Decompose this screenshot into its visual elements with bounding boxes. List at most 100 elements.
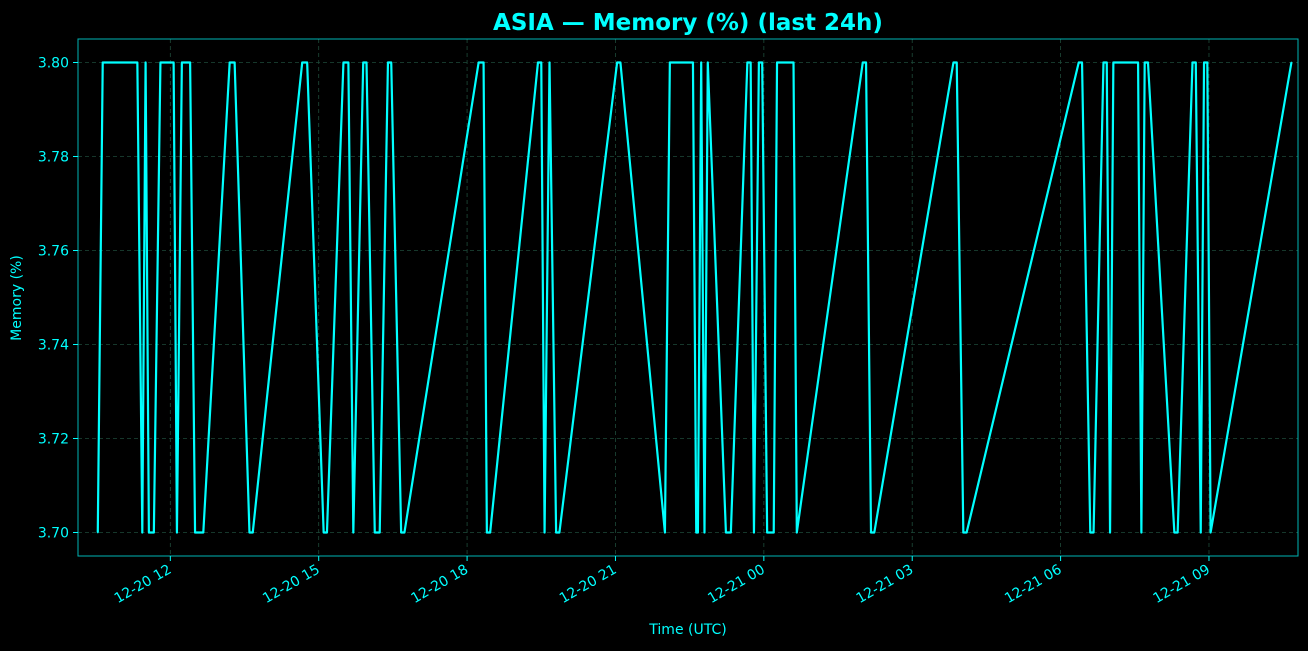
data-point — [176, 531, 178, 534]
data-point — [537, 61, 539, 64]
y-axis-label: Memory (%) — [9, 255, 25, 341]
data-point — [1194, 61, 1197, 64]
data-point — [251, 531, 254, 534]
data-point — [482, 61, 485, 64]
data-point — [965, 531, 968, 534]
data-point — [1143, 61, 1146, 64]
data-point — [306, 61, 309, 64]
data-point — [1092, 531, 1095, 534]
data-point — [347, 61, 350, 64]
data-point — [387, 61, 389, 64]
y-tick-label: 3.72 — [38, 432, 69, 448]
data-point — [1176, 531, 1179, 534]
data-point — [233, 61, 236, 64]
data-point — [301, 61, 304, 64]
plot-area-frame — [77, 38, 1299, 557]
data-point — [159, 61, 162, 64]
data-point — [477, 61, 480, 64]
data-point — [729, 531, 732, 534]
data-point — [761, 61, 764, 64]
grid-lines — [78, 39, 1298, 556]
data-point — [96, 531, 99, 534]
data-point — [194, 531, 196, 534]
data-point — [1105, 61, 1108, 64]
data-point — [147, 531, 150, 534]
data-point — [757, 61, 760, 64]
data-point — [555, 531, 558, 534]
chart-title: ASIA — Memory (%) (last 24h) — [493, 10, 883, 36]
data-point — [668, 61, 671, 64]
data-point — [543, 531, 546, 534]
data-point — [141, 531, 144, 534]
data-point — [962, 531, 965, 534]
data-point — [1081, 61, 1083, 64]
data-point — [189, 61, 192, 64]
data-point — [326, 531, 328, 534]
y-tick-label: 3.80 — [38, 56, 69, 72]
data-point — [1191, 61, 1194, 64]
data-point — [795, 531, 798, 534]
data-point — [1203, 61, 1205, 64]
data-point — [1089, 531, 1092, 534]
data-point — [1206, 61, 1209, 64]
data-point — [776, 61, 778, 64]
data-point — [540, 61, 543, 64]
data-point — [400, 531, 403, 534]
data-point — [352, 531, 355, 534]
data-point — [1147, 61, 1149, 64]
data-point — [180, 61, 183, 64]
data-point — [136, 61, 139, 64]
data-point — [1077, 61, 1080, 64]
data-point — [616, 61, 619, 64]
data-point — [248, 531, 251, 534]
data-point — [664, 531, 666, 534]
data-point — [619, 61, 622, 64]
data-point — [865, 61, 867, 64]
y-tick-label: 3.74 — [38, 338, 69, 354]
data-point — [706, 61, 709, 64]
data-point — [152, 531, 155, 534]
data-point — [870, 531, 872, 534]
x-axis-label: Time (UTC) — [648, 622, 726, 638]
data-point — [692, 61, 694, 64]
data-point — [792, 61, 795, 64]
y-tick-label: 3.76 — [38, 244, 69, 260]
data-point — [1199, 531, 1202, 534]
data-point — [772, 531, 775, 534]
data-point — [725, 531, 727, 534]
y-tick-label: 3.78 — [38, 150, 69, 166]
data-point — [749, 61, 752, 64]
data-point — [1112, 61, 1115, 64]
data-point — [558, 531, 561, 534]
data-point — [172, 61, 175, 64]
data-point — [861, 61, 864, 64]
data-point — [955, 61, 958, 64]
data-point — [1173, 531, 1176, 534]
data-point — [700, 61, 703, 64]
data-point — [403, 531, 406, 534]
data-point — [365, 61, 368, 64]
data-point — [378, 531, 381, 534]
data-point — [362, 61, 365, 64]
data-point — [873, 531, 876, 534]
data-point — [485, 531, 488, 534]
data-point — [753, 531, 755, 534]
data-point — [144, 61, 147, 64]
data-point — [695, 531, 698, 534]
data-point — [766, 531, 769, 534]
data-point — [228, 61, 231, 64]
data-point — [390, 61, 393, 64]
data-point — [548, 61, 551, 64]
data-point — [1209, 531, 1212, 534]
data-point — [373, 531, 376, 534]
memory-series-line — [96, 61, 1293, 534]
data-point — [1109, 531, 1111, 534]
data-point — [322, 531, 325, 534]
data-point — [703, 531, 706, 534]
data-point — [1290, 61, 1293, 64]
data-point — [1102, 61, 1105, 64]
data-point — [746, 61, 749, 64]
